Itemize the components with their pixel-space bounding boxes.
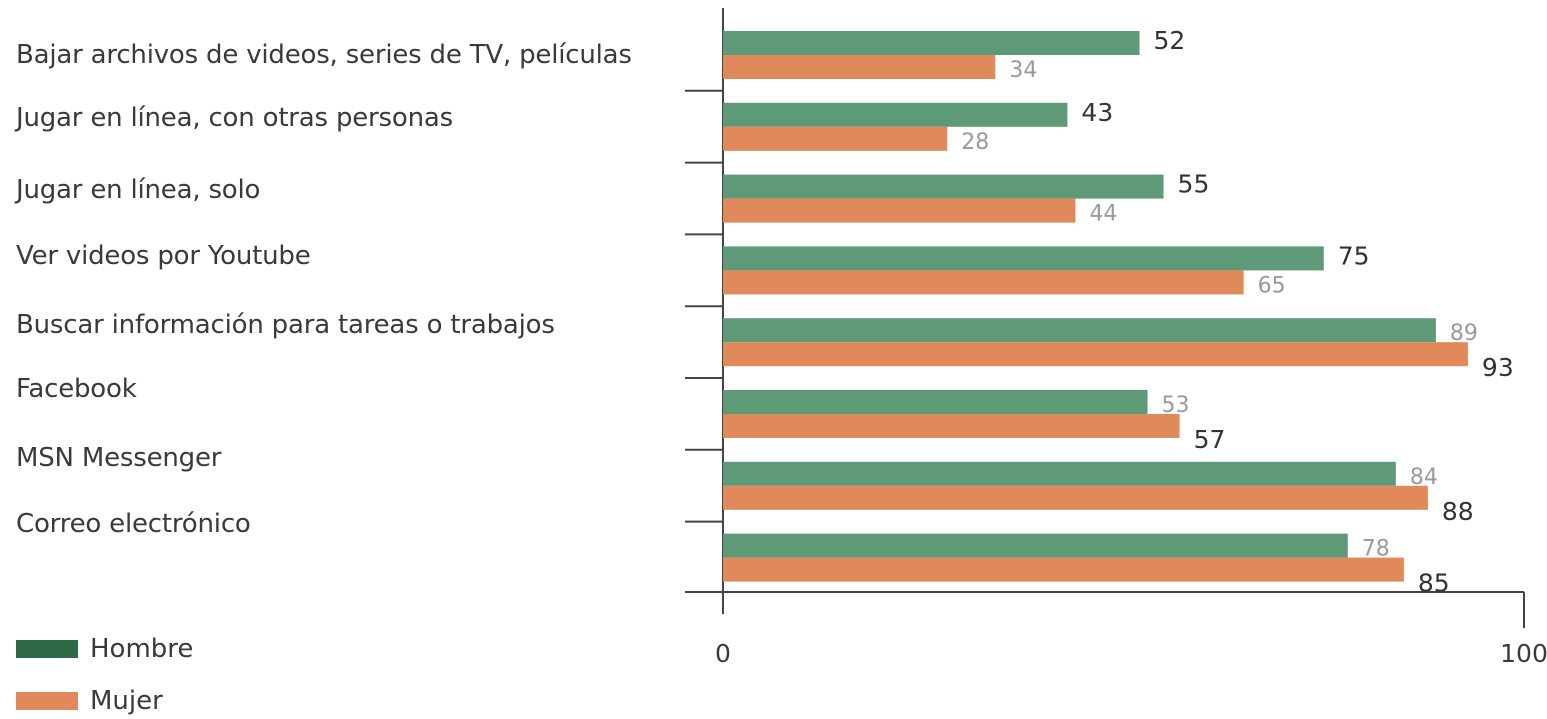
- legend-label: Hombre: [90, 634, 194, 664]
- data-label-hombre: 43: [1081, 98, 1113, 127]
- legend-swatch: [16, 640, 78, 658]
- category-label: Ver videos por Youtube: [16, 241, 311, 271]
- data-label-hombre: 89: [1450, 321, 1478, 346]
- legend-item-hombre: Hombre: [16, 634, 193, 664]
- data-label-hombre: 53: [1162, 393, 1190, 418]
- bar-mujer: [723, 270, 1244, 295]
- category-label: MSN Messenger: [16, 443, 222, 473]
- bar-hombre: [723, 174, 1164, 199]
- data-label-hombre: 52: [1154, 26, 1186, 55]
- bar-mujer: [723, 485, 1428, 510]
- data-label-hombre: 84: [1410, 465, 1438, 490]
- category-label: Jugar en línea, con otras personas: [16, 103, 453, 133]
- bar-hombre: [723, 461, 1396, 486]
- data-label-mujer: 57: [1194, 425, 1226, 454]
- bar-mujer: [723, 126, 948, 151]
- x-tick-label: 100: [1500, 639, 1547, 668]
- data-label-mujer: 65: [1258, 273, 1286, 298]
- bar-mujer: [723, 557, 1404, 582]
- data-label-mujer: 93: [1482, 353, 1514, 382]
- data-label-hombre: 75: [1338, 241, 1370, 270]
- data-label-mujer: 34: [1009, 58, 1037, 83]
- data-label-mujer: 88: [1442, 497, 1474, 526]
- data-label-mujer: 28: [961, 130, 989, 155]
- bar-mujer: [723, 414, 1180, 438]
- category-label: Bajar archivos de videos, series de TV, …: [16, 40, 632, 70]
- legend-item-mujer: Mujer: [16, 686, 163, 716]
- category-label: Jugar en línea, solo: [16, 175, 261, 205]
- bar-hombre: [723, 246, 1324, 271]
- category-label: Correo electrónico: [16, 509, 251, 539]
- data-label-hombre: 55: [1178, 170, 1210, 199]
- data-label-hombre: 78: [1362, 537, 1390, 562]
- bar-mujer: [723, 342, 1468, 367]
- bar-hombre: [723, 533, 1348, 558]
- x-tick-label: 0: [715, 639, 731, 668]
- bar-hombre: [723, 102, 1068, 127]
- bar-hombre: [723, 318, 1436, 343]
- bar-hombre: [723, 31, 1140, 55]
- category-label: Facebook: [16, 374, 137, 404]
- bar-hombre: [723, 390, 1148, 414]
- category-label: Buscar información para tareas o trabajo…: [16, 310, 555, 340]
- legend-label: Mujer: [90, 686, 163, 716]
- data-label-mujer: 85: [1418, 569, 1450, 598]
- legend-swatch: [16, 692, 78, 710]
- bar-mujer: [723, 198, 1076, 223]
- bar-mujer: [723, 55, 996, 79]
- data-label-mujer: 44: [1089, 202, 1117, 227]
